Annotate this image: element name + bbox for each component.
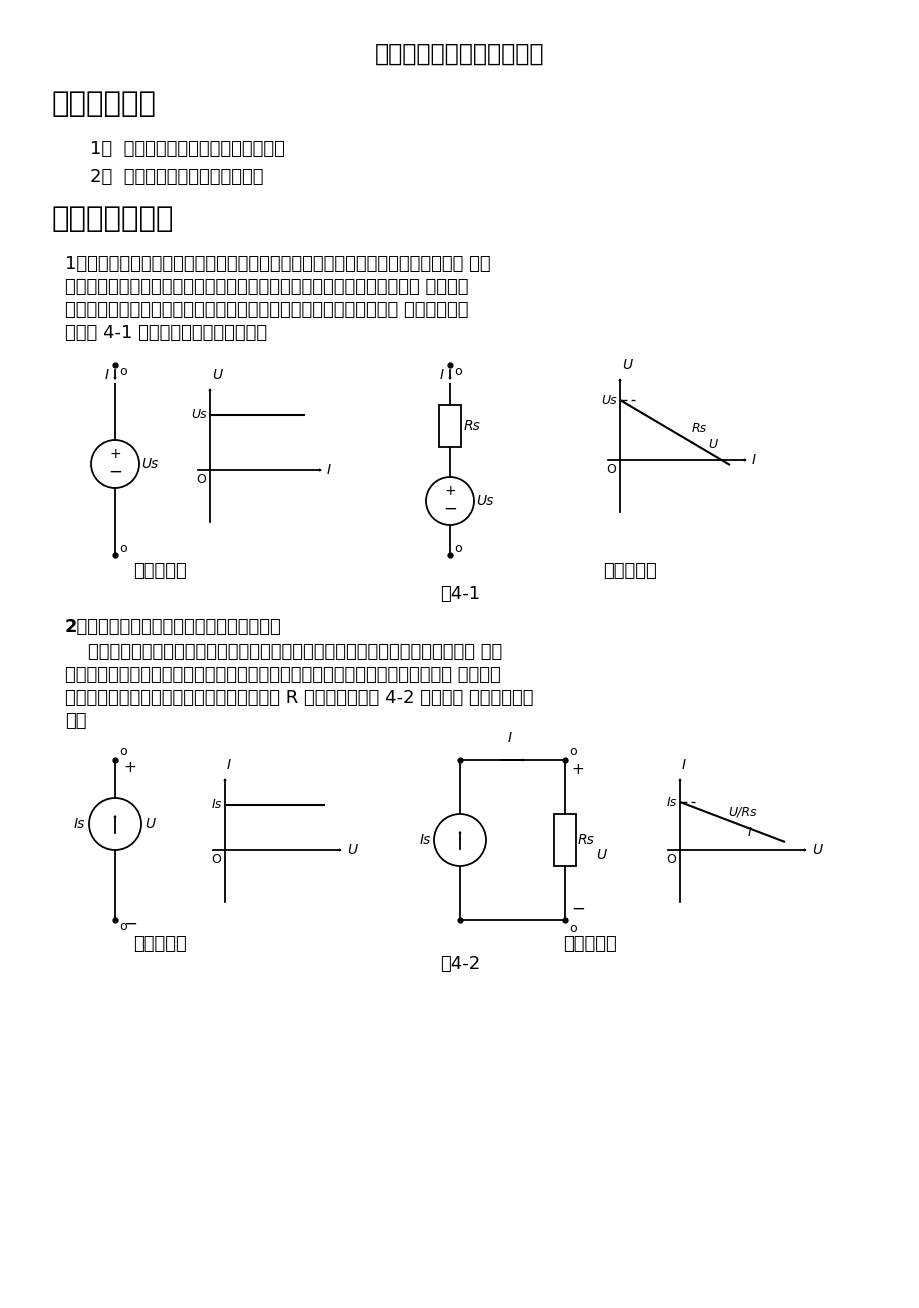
Text: U: U <box>145 818 155 831</box>
Text: 流变化而变化，即它具有一定的内阻值。理想电压源与实际电压源以及 它们的伏安特: 流变化而变化，即它具有一定的内阻值。理想电压源与实际电压源以及 它们的伏安特 <box>65 301 468 319</box>
Text: 一、实验目的: 一、实验目的 <box>52 90 157 118</box>
Text: o: o <box>453 365 461 378</box>
Text: U: U <box>811 842 822 857</box>
Text: −: − <box>443 500 457 518</box>
Text: 实际电流源可以用一个理想电流源和一个内阻 R 并联来表示。图 4-2 为两种电 流源的伏安特: 实际电流源可以用一个理想电流源和一个内阻 R 并联来表示。图 4-2 为两种电 … <box>65 689 533 708</box>
Circle shape <box>425 477 473 525</box>
Text: Rs: Rs <box>577 833 595 848</box>
Text: −: − <box>571 900 584 918</box>
Text: I: I <box>227 759 231 772</box>
Text: O: O <box>606 463 616 476</box>
Text: 1、电压源是有源元件，可分为理想电压源与实际电压源。理想电压源在一定的电流 范围: 1、电压源是有源元件，可分为理想电压源与实际电压源。理想电压源在一定的电流 范围 <box>65 255 490 273</box>
Text: 理想电流源的电流是恒定的，不因外电路不同而改变。实际电流源的电流与所联接 的电: 理想电流源的电流是恒定的，不因外电路不同而改变。实际电流源的电流与所联接 的电 <box>65 644 502 661</box>
Text: +: + <box>109 447 120 460</box>
Bar <box>553 814 575 866</box>
Text: o: o <box>453 542 461 555</box>
Text: 图4-1: 图4-1 <box>439 585 480 603</box>
Text: o: o <box>119 920 127 933</box>
Text: U: U <box>346 842 357 857</box>
Text: I: I <box>507 731 512 746</box>
Text: I: I <box>439 368 444 382</box>
Text: 2、电流源也分为理想电流源和实际电流源。: 2、电流源也分为理想电流源和实际电流源。 <box>65 617 281 636</box>
Text: U: U <box>621 358 631 371</box>
Text: O: O <box>196 473 206 487</box>
Text: U: U <box>596 848 606 862</box>
Text: O: O <box>210 853 221 866</box>
Text: 路有关。当其端电压增高时，通过外电路的电流要降低，端压越低通过外电路的电 流越大。: 路有关。当其端电压增高时，通过外电路的电流要降低，端压越低通过外电路的电 流越大… <box>65 666 500 684</box>
Text: 图4-2: 图4-2 <box>439 955 480 973</box>
Text: 性如图 4-1 所示（参阅实验一内容）。: 性如图 4-1 所示（参阅实验一内容）。 <box>65 324 267 341</box>
Text: Is: Is <box>74 818 85 831</box>
Text: Us: Us <box>191 408 207 421</box>
Text: 2、  掌握电源外特性的测试方法。: 2、 掌握电源外特性的测试方法。 <box>90 167 263 186</box>
Text: Us: Us <box>475 494 493 508</box>
Text: 1、  加深理解电压源、电流源的概念。: 1、 加深理解电压源、电流源的概念。 <box>90 140 285 158</box>
Text: 实际电流源: 实际电流源 <box>562 935 617 954</box>
Circle shape <box>89 798 141 850</box>
Circle shape <box>434 814 485 866</box>
Text: 内，具有很小的电阻，它的输出电压不因负载而改变。而实际电压源的端电 压随着电: 内，具有很小的电阻，它的输出电压不因负载而改变。而实际电压源的端电 压随着电 <box>65 279 468 296</box>
Text: 理想电压源: 理想电压源 <box>133 562 187 579</box>
Bar <box>438 405 460 447</box>
Circle shape <box>91 439 139 488</box>
Text: U/Rs: U/Rs <box>727 806 755 819</box>
Text: o: o <box>119 365 127 378</box>
Text: I: I <box>751 453 755 467</box>
Text: 实际电压源: 实际电压源 <box>603 562 656 579</box>
Text: o: o <box>568 922 576 935</box>
Text: 性。: 性。 <box>65 712 86 730</box>
Text: −: − <box>123 916 137 933</box>
Text: +: + <box>123 760 136 776</box>
Text: +: + <box>571 763 584 777</box>
Text: Is: Is <box>419 833 430 848</box>
Text: Rs: Rs <box>691 421 707 434</box>
Text: I: I <box>105 368 108 382</box>
Text: O: O <box>665 853 675 866</box>
Text: I: I <box>681 759 686 772</box>
Text: o: o <box>119 746 127 759</box>
Text: 二、原理及说明: 二、原理及说明 <box>52 205 175 233</box>
Text: +: + <box>444 484 455 498</box>
Text: Us: Us <box>141 456 158 471</box>
Text: o: o <box>568 746 576 759</box>
Text: 电压源与电流源的等效变换: 电压源与电流源的等效变换 <box>375 42 544 65</box>
Text: Is: Is <box>666 795 676 808</box>
Text: U: U <box>211 368 221 382</box>
Text: I: I <box>326 463 331 477</box>
Text: I: I <box>747 825 751 838</box>
Text: o: o <box>119 542 127 555</box>
Text: U: U <box>708 437 716 450</box>
Text: Us: Us <box>601 394 617 407</box>
Text: Rs: Rs <box>463 419 481 433</box>
Text: 理想电流源: 理想电流源 <box>133 935 187 954</box>
Text: Is: Is <box>211 798 221 811</box>
Text: −: − <box>108 463 122 481</box>
